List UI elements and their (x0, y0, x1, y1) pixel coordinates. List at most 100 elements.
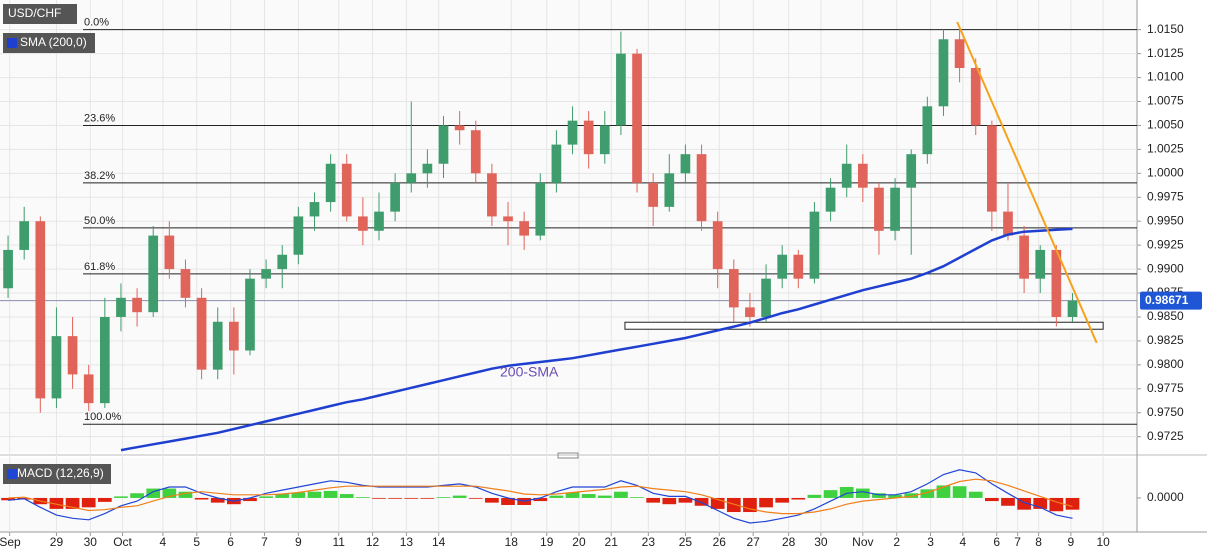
candle-body (51, 336, 62, 399)
candle-body (696, 154, 707, 222)
macd-histogram-bar (162, 488, 177, 498)
macd-histogram-bar (597, 495, 612, 498)
candle-body (1051, 249, 1062, 317)
fib-label: 38.2% (84, 170, 115, 182)
macd-histogram-bar (549, 495, 564, 498)
candle-body (680, 154, 691, 174)
macd-histogram-bar (1001, 497, 1015, 506)
macd-histogram-bar (775, 497, 790, 503)
macd-histogram-bar (646, 497, 661, 503)
candle-body (116, 297, 126, 317)
candle-body (793, 254, 804, 279)
x-tick-label: Sep (0, 535, 21, 549)
candle-body (3, 249, 13, 289)
x-tick-label: 25 (679, 535, 693, 549)
candle-body (487, 173, 497, 217)
candle-body (970, 67, 981, 126)
macd-histogram-bar (904, 493, 919, 498)
fib-label: 50.0% (84, 215, 115, 227)
candle-body (632, 53, 642, 183)
macd-histogram-bar (823, 490, 838, 498)
macd-histogram-bar (614, 491, 628, 498)
macd-histogram-bar (420, 497, 435, 499)
macd-line (8, 478, 1073, 515)
y-tick-label: 1.0000 (1147, 166, 1184, 180)
candle-body (277, 254, 288, 270)
candle-body (1003, 211, 1013, 236)
candle-body (390, 182, 400, 212)
candle-body (857, 163, 868, 188)
macd-histogram-bar (356, 497, 370, 498)
y-tick-label: 0.9775 (1147, 381, 1184, 395)
candle-body (874, 187, 884, 231)
y-tick-label: 0.0000 (1147, 490, 1184, 504)
x-tick-label: Oct (113, 535, 132, 549)
candle-body (809, 211, 820, 279)
x-tick-label: 4 (959, 535, 966, 549)
macd-histogram-bar (307, 491, 322, 498)
macd-histogram-bar (210, 497, 225, 503)
macd-swatch (7, 469, 17, 479)
candle-body (519, 221, 529, 236)
macd-histogram-bar (436, 497, 451, 498)
candle-body (551, 144, 562, 183)
x-tick-label: 6 (993, 535, 1000, 549)
x-tick-label: 2 (893, 535, 900, 549)
macd-histogram-bar (130, 493, 144, 498)
macd-histogram-bar (533, 497, 548, 502)
macd-histogram-bar (791, 497, 806, 500)
macd-histogram-bar (178, 491, 193, 498)
x-tick-label: 23 (642, 535, 656, 549)
candle-body (422, 163, 433, 174)
candle-body (1035, 249, 1046, 279)
macd-histogram-bar (323, 490, 338, 498)
macd-histogram-bar (839, 487, 854, 498)
x-tick-label: 19 (540, 535, 554, 549)
macd-histogram-bar (501, 497, 515, 505)
candle-body (132, 297, 142, 313)
y-tick-label: 1.0125 (1147, 46, 1184, 60)
macd-histogram-bar (984, 497, 999, 502)
current-price-box (1140, 291, 1202, 310)
indicator-box[interactable] (3, 33, 95, 53)
macd-histogram-bar (968, 491, 983, 498)
candle-body (567, 120, 578, 145)
macd-histogram-bar (630, 497, 644, 498)
macd-histogram-bar (388, 497, 402, 499)
x-tick-label: 28 (782, 535, 796, 549)
y-tick-label: 0.9950 (1147, 213, 1184, 227)
x-tick-label: 27 (746, 535, 760, 549)
candle-body (374, 211, 384, 231)
macd-line (8, 469, 1073, 524)
macd-histogram-bar (952, 486, 967, 498)
candle-body (777, 254, 788, 279)
overlay: USD/CHF SMA (200,0) MACD (12,26,9) 1.015… (0, 4, 1202, 549)
x-tick-label: 3 (927, 535, 934, 549)
y-tick-label: 0.9825 (1147, 333, 1184, 347)
candle-body (841, 163, 852, 188)
x-tick-label: 30 (84, 535, 98, 549)
macd-histogram-bar (468, 497, 483, 499)
macd-histogram-bar (710, 497, 725, 509)
current-price-label: 0.98671 (1145, 293, 1189, 307)
x-tick-label: 8 (1035, 535, 1042, 549)
candle-body (293, 216, 304, 255)
macd-histogram-bar (694, 497, 709, 506)
macd-histogram-bar (81, 497, 96, 508)
resize-handle[interactable] (557, 452, 579, 459)
y-tick-label: 0.9750 (1147, 405, 1184, 419)
x-tick-label: 14 (432, 535, 446, 549)
symbol-box[interactable] (3, 4, 77, 24)
macd-box[interactable] (3, 464, 111, 484)
candle-body (938, 39, 949, 107)
y-tick-label: 0.9925 (1147, 237, 1184, 251)
candle-body (67, 336, 78, 375)
candle-body (503, 216, 513, 222)
candle-body (922, 106, 933, 155)
macd-histogram-bar (291, 492, 306, 498)
x-tick-label: 12 (366, 535, 380, 549)
candle-body (358, 216, 368, 231)
macd-histogram-bar (372, 497, 386, 499)
candle-body (599, 125, 610, 155)
